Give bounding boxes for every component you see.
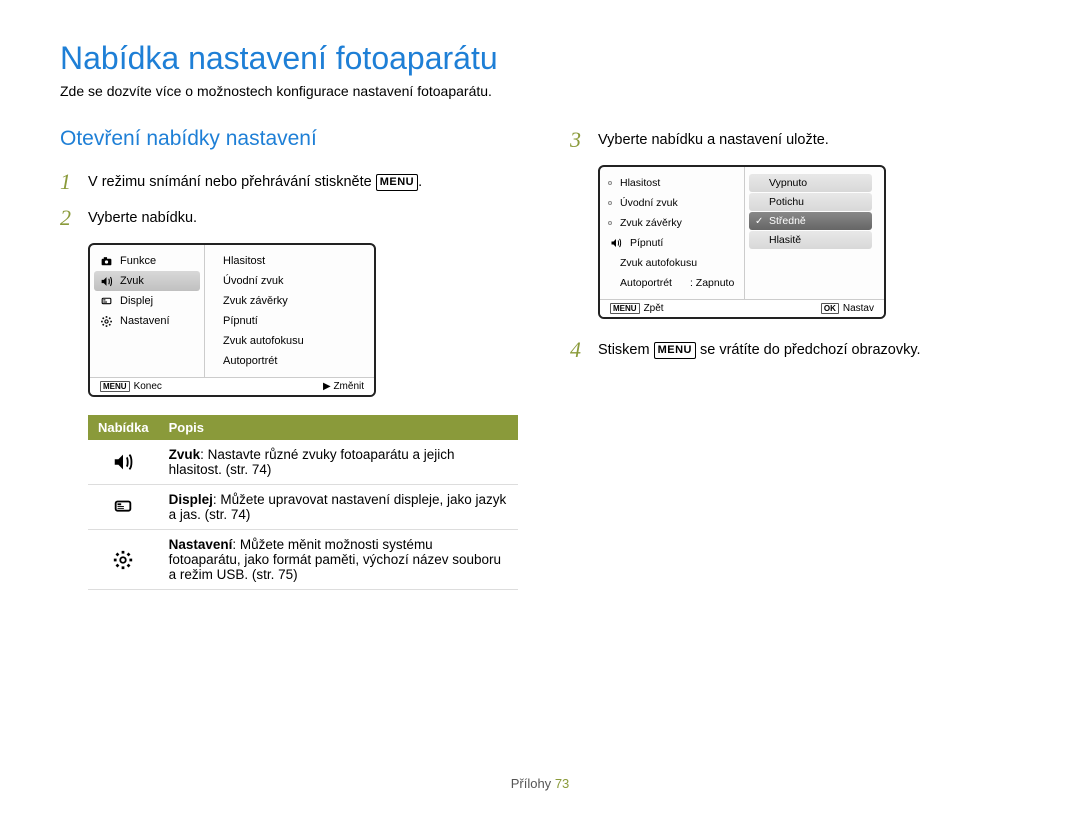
lcd-submenu-item: Zvuk autofokusu (215, 331, 374, 351)
table-row: Zvuk: Nastavte různé zvuky fotoaparátu a… (88, 440, 518, 485)
lcd-menu-item: Zvuk autofokusu (600, 253, 744, 273)
sound-icon (88, 440, 159, 485)
display-icon (98, 294, 114, 308)
sound-icon (608, 236, 624, 250)
section-title: Otevření nabídky nastavení (60, 127, 520, 151)
lcd-menu-item: Hlasitost (600, 173, 744, 193)
check-icon: ✓ (755, 216, 765, 227)
table-row: Displej: Můžete upravovat nastavení disp… (88, 485, 518, 530)
step-text: Stiskem MENU se vrátíte do předchozí obr… (598, 337, 921, 360)
gear-icon (88, 530, 159, 590)
step-number: 2 (60, 205, 88, 231)
lcd-option: Potichu (749, 193, 872, 211)
page-title: Nabídka nastavení fotoaparátu (60, 40, 1020, 77)
menu-description-table: Nabídka Popis Zvuk: Nastavte různé zvuky… (88, 415, 518, 590)
lcd-menu-item: Autoportrét: Zapnuto (600, 273, 744, 293)
menu-button-label: MENU (376, 174, 418, 191)
table-header: Popis (159, 415, 518, 440)
step-text: Vyberte nabídku. (88, 205, 197, 228)
lcd-screenshot-menu: FunkceZvukDisplejNastavení HlasitostÚvod… (88, 243, 376, 397)
lcd-submenu-item: Pípnutí (215, 311, 374, 331)
menu-button-label: MENU (654, 342, 696, 359)
page-footer: Přílohy 73 (0, 776, 1080, 791)
step-text: Vyberte nabídku a nastavení uložte. (598, 127, 829, 150)
display-icon (88, 485, 159, 530)
step-text: V režimu snímání nebo přehrávání stiskně… (88, 169, 422, 192)
step-number: 4 (570, 337, 598, 363)
lcd-option: Vypnuto (749, 174, 872, 192)
step-number: 3 (570, 127, 598, 153)
lcd-menu-item: Úvodní zvuk (600, 193, 744, 213)
lcd-menu-item: Zvuk závěrky (600, 213, 744, 233)
table-row: Nastavení: Můžete měnit možnosti systému… (88, 530, 518, 590)
step-number: 1 (60, 169, 88, 195)
lcd-screenshot-options: HlasitostÚvodní zvukZvuk závěrkyPípnutíZ… (598, 165, 886, 319)
lcd-menu-item: Funkce (90, 251, 204, 271)
page-subtitle: Zde se dozvíte více o možnostech konfigu… (60, 83, 1020, 99)
table-cell: Nastavení: Můžete měnit možnosti systému… (159, 530, 518, 590)
lcd-submenu-item: Úvodní zvuk (215, 271, 374, 291)
lcd-submenu-item: Hlasitost (215, 251, 374, 271)
lcd-menu-item: Displej (90, 291, 204, 311)
lcd-option: ✓Středně (749, 212, 872, 230)
lcd-submenu-item: Zvuk závěrky (215, 291, 374, 311)
lcd-submenu-item: Autoportrét (215, 351, 374, 371)
sound-icon (98, 274, 114, 288)
lcd-menu-item: Pípnutí (600, 233, 744, 253)
camera-icon (98, 254, 114, 268)
table-cell: Displej: Můžete upravovat nastavení disp… (159, 485, 518, 530)
table-header: Nabídka (88, 415, 159, 440)
lcd-menu-item: Zvuk (94, 271, 200, 291)
lcd-menu-item: Nastavení (90, 311, 204, 331)
lcd-option: Hlasitě (749, 231, 872, 249)
gear-icon (98, 314, 114, 328)
table-cell: Zvuk: Nastavte různé zvuky fotoaparátu a… (159, 440, 518, 485)
